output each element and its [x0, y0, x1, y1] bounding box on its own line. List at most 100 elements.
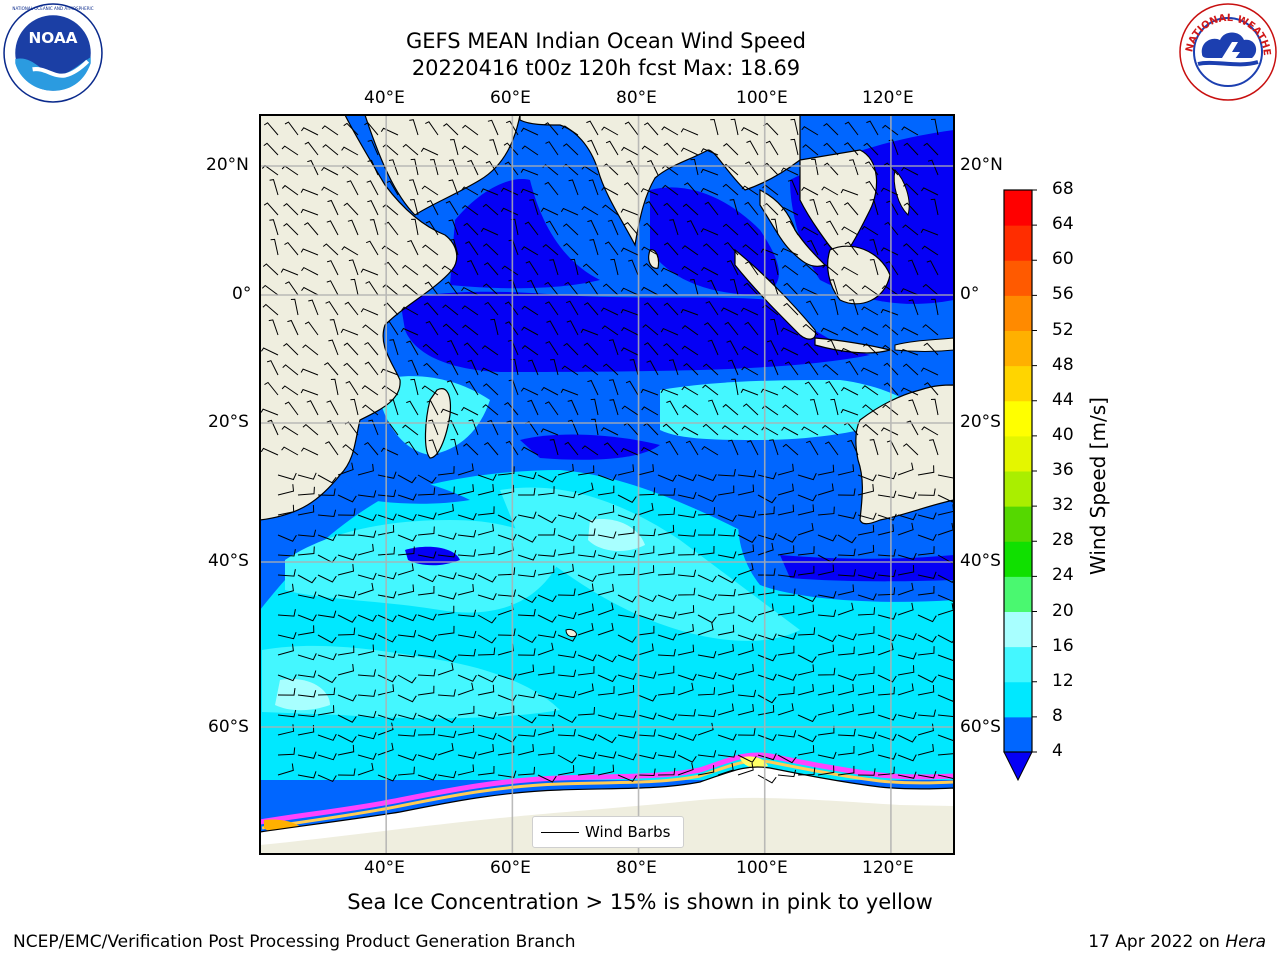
- wind-barb: [357, 463, 374, 476]
- wind-barb: [562, 223, 579, 236]
- wind-barb: [557, 611, 577, 620]
- wind-barb: [917, 709, 936, 717]
- wind-barb: [361, 385, 379, 396]
- wind-barb: [517, 553, 537, 561]
- wind-barb: [717, 605, 735, 616]
- wind-barb: [457, 705, 475, 716]
- wind-barb: [277, 484, 295, 496]
- wind-barb: [783, 302, 799, 316]
- wind-barb: [321, 166, 339, 176]
- wind-barb: [700, 168, 719, 176]
- wind-barb: [407, 239, 419, 256]
- wind-barb: [790, 138, 799, 156]
- colorbar-tick-label: 16: [1052, 635, 1074, 656]
- wind-barb: [284, 401, 299, 416]
- wind-barb: [803, 342, 819, 356]
- wind-barb: [857, 524, 875, 536]
- wind-barb: [397, 563, 414, 576]
- noaa-logo-text: NOAA: [28, 29, 77, 47]
- wind-barb: [705, 300, 719, 316]
- legend-label: Wind Barbs: [585, 823, 671, 841]
- wind-barb: [397, 712, 417, 720]
- footer-credit: NCEP/EMC/Verification Post Processing Pr…: [13, 932, 576, 952]
- wind-barb: [437, 503, 454, 516]
- wind-barb: [897, 602, 914, 616]
- wind-barb: [817, 591, 837, 599]
- colorbar-label: Wind Speed [m/s]: [1086, 397, 1110, 575]
- chart-title: GEFS MEAN Indian Ocean Wind Speed: [405, 29, 807, 53]
- wind-barb: [902, 443, 919, 456]
- wind-barb: [781, 426, 799, 436]
- top-lon-tick: 120°E: [862, 88, 914, 108]
- wind-barb: [297, 546, 315, 556]
- wind-barb: [937, 554, 954, 564]
- wind-barb: [837, 602, 854, 616]
- wind-barb: [721, 425, 739, 436]
- wind-barb: [377, 591, 397, 599]
- wind-barb: [881, 285, 899, 296]
- wind-barb: [362, 324, 379, 336]
- wind-barb: [557, 463, 574, 476]
- wind-barb: [742, 403, 759, 416]
- wind-barb: [640, 188, 659, 196]
- wind-barb: [657, 750, 677, 758]
- wind-barb: [861, 225, 879, 236]
- wind-barb: [411, 218, 419, 236]
- wind-barb: [537, 565, 555, 576]
- wind-barb: [617, 774, 637, 782]
- wind-barb: [897, 754, 917, 762]
- wind-barb: [447, 419, 459, 436]
- wind-barb: [777, 534, 797, 543]
- wind-barb: [797, 494, 817, 502]
- wind-barb: [637, 487, 656, 496]
- wind-barb: [787, 179, 799, 196]
- wind-zone-light-cyan: [285, 520, 560, 613]
- colorbar: [1003, 189, 1037, 782]
- top-lon-tick: 100°E: [736, 88, 788, 108]
- wind-barb: [657, 665, 675, 676]
- wind-barb: [357, 543, 374, 556]
- left-lat-tick: 20°N: [206, 155, 249, 175]
- wind-barb: [437, 625, 455, 636]
- wind-zone-pale: [275, 679, 330, 711]
- wind-zone-darkblue-south-indian: [520, 434, 660, 460]
- wind-barb: [497, 673, 517, 681]
- wind-barb: [777, 730, 797, 738]
- wind-barb: [797, 472, 817, 481]
- wind-barb: [923, 342, 939, 356]
- wind-barb: [865, 161, 879, 176]
- wind-barb: [503, 142, 519, 156]
- wind-barb: [260, 447, 279, 456]
- wind-barb: [920, 367, 939, 376]
- wind-barb: [577, 583, 594, 596]
- wind-barb: [882, 124, 899, 136]
- wind-barb: [617, 550, 637, 558]
- wind-barb: [590, 398, 599, 416]
- wind-barb: [617, 525, 635, 536]
- wind-barb: [343, 362, 359, 376]
- wind-barb: [345, 380, 359, 396]
- wind-barb: [917, 465, 935, 476]
- wind-barb: [837, 633, 857, 641]
- wind-barb: [877, 490, 897, 499]
- wind-zone-light-cyan-4: [660, 380, 920, 440]
- wind-barb: [777, 605, 795, 616]
- wind-barb: [557, 634, 577, 642]
- wind-barb: [277, 549, 296, 557]
- wind-barb: [930, 198, 939, 216]
- wind-barb: [301, 266, 319, 276]
- wind-barb: [477, 484, 495, 496]
- wind-barb: [457, 572, 477, 580]
- wind-barb: [484, 442, 499, 456]
- wind-barb: [801, 126, 819, 136]
- colorbar-segment: [1004, 646, 1032, 683]
- wind-barb: [746, 440, 759, 456]
- left-lat-tick: 40°S: [208, 551, 249, 571]
- wind-barb: [417, 668, 436, 677]
- wind-barb: [644, 342, 659, 356]
- wind-barb: [877, 587, 896, 596]
- right-lat-tick: 60°S: [960, 717, 1001, 737]
- wind-barb: [880, 308, 899, 316]
- wind-barb: [465, 241, 479, 256]
- wind-barb: [521, 446, 539, 456]
